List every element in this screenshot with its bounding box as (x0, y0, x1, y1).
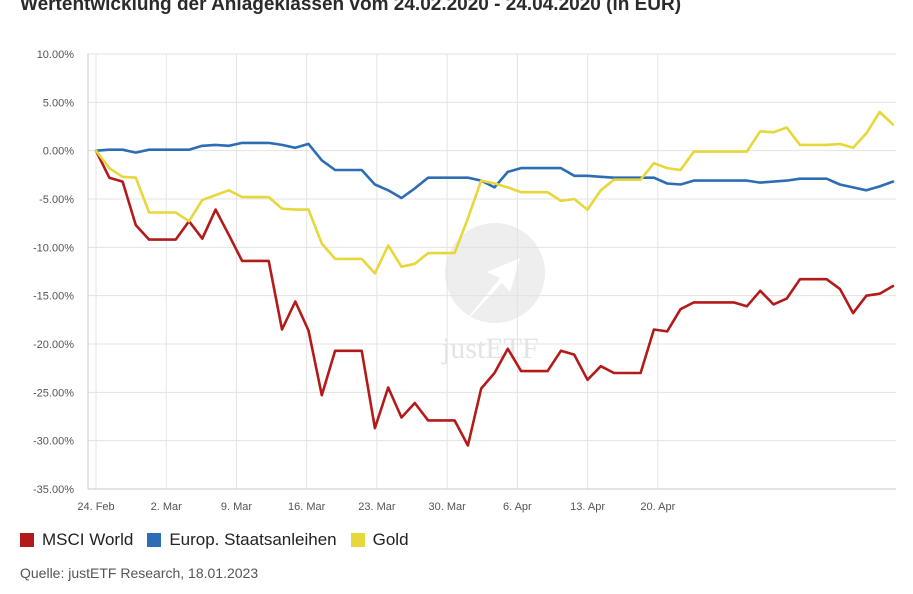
x-tick-label: 24. Feb (77, 501, 114, 513)
series-line-msci-world[interactable] (94, 149, 895, 447)
series-line-gold[interactable] (94, 110, 895, 275)
y-tick-label: -30.00% (33, 436, 74, 448)
x-tick-label: 9. Mar (221, 501, 253, 513)
legend-label-msci-world: MSCI World (42, 530, 134, 549)
watermark-text: justETF (441, 332, 539, 365)
x-tick-label: 23. Mar (358, 501, 396, 513)
legend-swatch-msci-world (20, 533, 34, 547)
watermark-logo: justETF (441, 223, 545, 365)
legend-swatch-gold (350, 533, 365, 547)
line-chart: justETF 10.00% 5.00% 0.00% -5.00% -10.00% -15… (33, 49, 896, 513)
legend-item-msci-world[interactable]: MSCI World (20, 530, 133, 550)
x-tick-label: 2. Mar (151, 501, 183, 513)
legend-swatch-staatsanleihen (147, 533, 162, 547)
legend-label-staatsanleihen: Europ. Staatsanleihen (169, 530, 337, 549)
y-tick-label: -25.00% (33, 387, 74, 399)
legend-item-staatsanleihen[interactable]: Europ. Staatsanleihen (147, 530, 337, 550)
y-tick-label: -5.00% (39, 194, 74, 206)
x-tick-label: 13. Apr (570, 501, 605, 513)
y-tick-label: 10.00% (37, 49, 75, 61)
y-tick-label: -10.00% (33, 242, 74, 254)
legend-item-gold[interactable]: Gold (350, 530, 409, 550)
y-tick-label: -15.00% (33, 291, 74, 303)
legend-label-gold: Gold (372, 530, 409, 549)
y-tick-label: 5.00% (43, 97, 74, 109)
series-line-europ-staatsanleihen[interactable] (94, 141, 895, 200)
y-tick-label: -35.00% (33, 484, 74, 496)
legend: MSCI World Europ. Staatsanleihen Gold (20, 530, 423, 550)
x-tick-label: 20. Apr (640, 501, 675, 513)
x-tick-label: 6. Apr (503, 501, 532, 513)
source-note: Quelle: justETF Research, 18.01.2023 (20, 565, 259, 581)
y-tick-label: 0.00% (43, 146, 74, 158)
chart-title: Wertentwicklung der Anlageklassen vom 24… (20, 0, 682, 15)
x-tick-label: 16. Mar (288, 501, 326, 513)
x-tick-label: 30. Mar (428, 501, 466, 513)
y-tick-label: -20.00% (33, 339, 74, 351)
